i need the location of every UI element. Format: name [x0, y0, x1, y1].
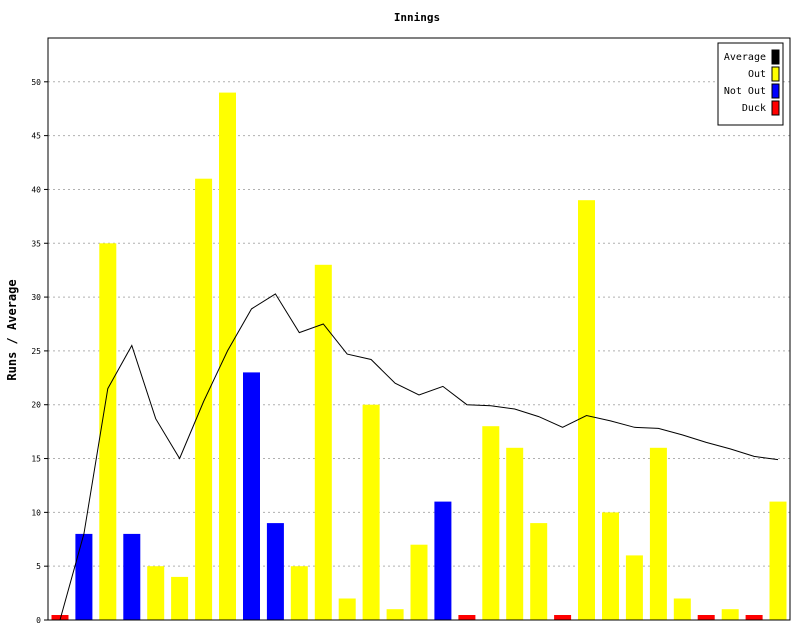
bar-out [386, 609, 404, 620]
bar-out [314, 264, 332, 620]
bar-out [769, 501, 787, 620]
legend-label: Not Out [724, 86, 766, 97]
bar-out [721, 609, 739, 620]
chart-title: Innings [394, 11, 440, 24]
y-tick-label: 50 [31, 78, 41, 87]
bar-out [195, 178, 213, 620]
y-axis-label: Runs / Average [5, 279, 19, 380]
bar-out [147, 566, 165, 620]
legend-swatch [771, 83, 780, 99]
bar-out [99, 243, 117, 621]
bar-out [171, 576, 189, 620]
y-tick-label: 35 [31, 239, 41, 248]
bar-out [649, 447, 667, 620]
bar-out [530, 523, 548, 620]
legend-label: Duck [742, 103, 766, 114]
bar-duck [554, 615, 572, 620]
bars [51, 92, 787, 621]
bar-out [410, 544, 428, 620]
bar-out [602, 512, 619, 620]
bar-not-out [75, 533, 93, 620]
y-axis-ticks: 0 5 10 15 20 25 30 35 40 45 50 [31, 78, 48, 625]
y-tick-label: 40 [31, 185, 41, 194]
plot-frame [47, 37, 791, 621]
bar-out [625, 555, 643, 620]
bar-duck [697, 615, 715, 620]
legend-swatch [771, 49, 780, 65]
bar-not-out [434, 501, 452, 620]
y-tick-label: 0 [36, 616, 41, 625]
legend-label: Out [748, 69, 766, 80]
bar-out [290, 566, 308, 620]
legend-swatch [771, 100, 780, 116]
legend-swatch [771, 66, 780, 82]
legend: Average Out Not Out Duck [717, 42, 784, 126]
y-tick-label: 5 [36, 562, 41, 571]
y-tick-label: 30 [31, 293, 41, 302]
bar-duck [458, 615, 476, 620]
average-line [59, 293, 779, 621]
bar-out [219, 92, 236, 621]
gridlines [48, 81, 790, 567]
bar-out [338, 598, 356, 620]
bar-not-out [266, 523, 284, 620]
bar-out [506, 447, 524, 620]
bar-duck [51, 615, 69, 620]
bar-not-out [243, 372, 260, 620]
y-tick-label: 45 [31, 132, 41, 141]
bar-out [482, 426, 500, 620]
bar-out [673, 598, 691, 620]
legend-label: Average [724, 52, 766, 63]
bar-out [578, 200, 595, 620]
bar-out [362, 404, 380, 620]
y-tick-label: 20 [31, 401, 41, 410]
bar-duck [745, 615, 763, 620]
y-tick-label: 10 [31, 508, 41, 517]
y-tick-label: 25 [31, 347, 41, 356]
bar-not-out [123, 533, 141, 620]
y-tick-label: 15 [31, 455, 41, 464]
